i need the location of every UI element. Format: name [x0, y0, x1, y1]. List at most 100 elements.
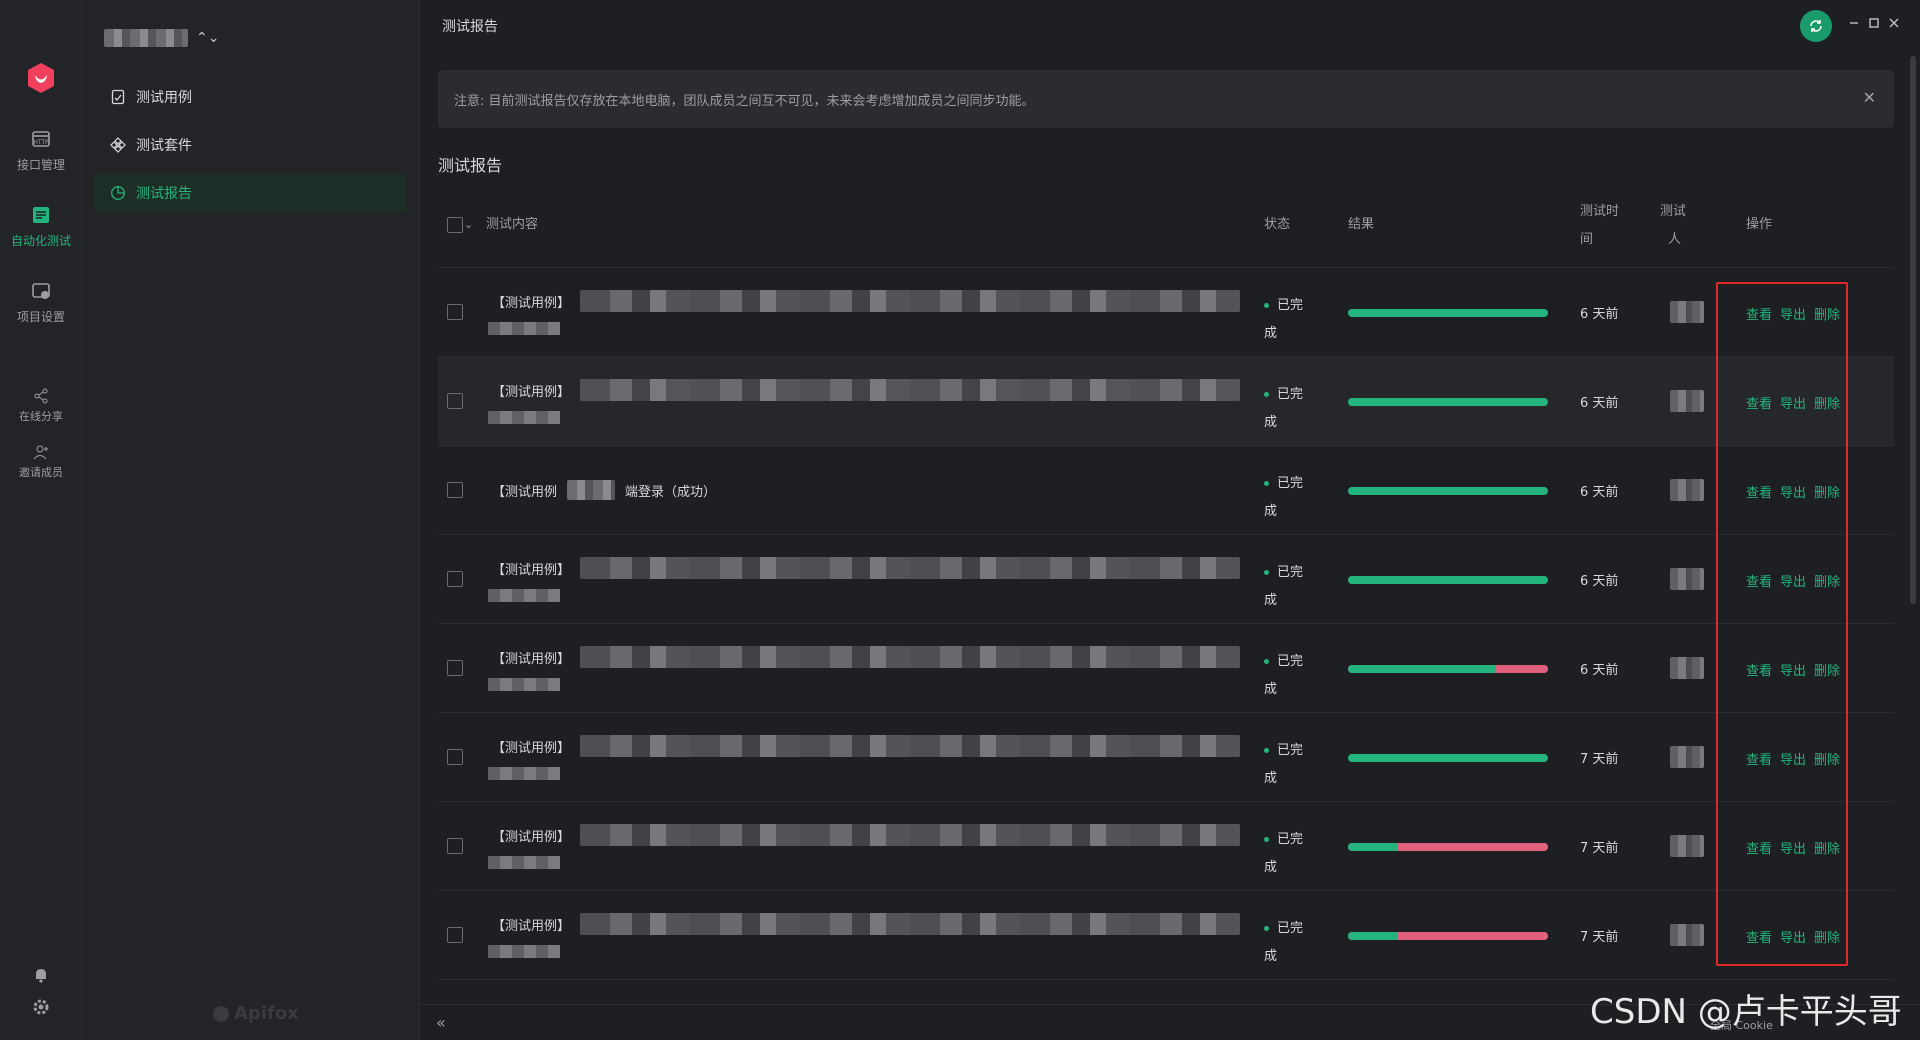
view-link[interactable]: 查看: [1746, 753, 1773, 768]
row-actions: 查看 导出 删除: [1746, 482, 1840, 501]
redacted-text: [567, 480, 616, 500]
table-row[interactable]: 【测试用例】 已完成 6 天前 查看 导出 删除: [438, 357, 1894, 446]
rail-item-api[interactable]: HTTP 接口管理: [0, 128, 82, 173]
view-link[interactable]: 查看: [1746, 575, 1773, 590]
row-checkbox[interactable]: [447, 927, 463, 943]
delete-link[interactable]: 删除: [1814, 486, 1841, 501]
table-row[interactable]: 【测试用例】 已完成 6 天前 查看 导出 删除: [438, 535, 1894, 624]
delete-link[interactable]: 删除: [1814, 931, 1841, 946]
export-link[interactable]: 导出: [1780, 842, 1807, 857]
header-content: 测试内容: [486, 217, 539, 232]
tester-avatar: [1670, 746, 1704, 768]
status-dot-icon: [1264, 926, 1269, 931]
export-link[interactable]: 导出: [1780, 931, 1807, 946]
table-row[interactable]: 【测试用例】 已完成 7 天前 查看 导出 删除: [438, 802, 1894, 891]
test-time: 7 天前: [1580, 752, 1619, 767]
table-row[interactable]: 【测试用例】 已完成 6 天前 查看 导出 删除: [438, 624, 1894, 713]
table-row[interactable]: 【测试用例】 已完成 6 天前 查看 导出 删除: [438, 268, 1894, 357]
case-name[interactable]: 【测试用例】: [492, 913, 1241, 935]
header-time-1: 测试时: [1580, 204, 1620, 219]
view-link[interactable]: 查看: [1746, 308, 1773, 323]
case-name[interactable]: 【测试用例】: [492, 290, 1241, 312]
delete-link[interactable]: 删除: [1814, 308, 1841, 323]
status-text-2: 成: [1264, 860, 1278, 875]
export-link[interactable]: 导出: [1780, 575, 1807, 590]
result-bar: [1348, 665, 1548, 673]
row-checkbox[interactable]: [447, 749, 463, 765]
apifox-logo-icon: [28, 63, 54, 93]
export-link[interactable]: 导出: [1780, 486, 1807, 501]
status-text-2: 成: [1264, 949, 1278, 964]
case-name[interactable]: 【测试用例】: [492, 646, 1241, 668]
project-name-redacted: [104, 29, 188, 47]
view-link[interactable]: 查看: [1746, 842, 1773, 857]
view-link[interactable]: 查看: [1746, 397, 1773, 412]
collapse-sidebar-button[interactable]: «: [436, 1013, 446, 1032]
rail-item-automation[interactable]: 自动化测试: [0, 204, 82, 249]
sidebar-item-suites[interactable]: 测试套件: [94, 126, 406, 164]
header-time-2: 间: [1580, 232, 1594, 247]
delete-link[interactable]: 删除: [1814, 575, 1841, 590]
project-switcher[interactable]: ⌃⌄: [104, 26, 219, 50]
global-cookie-button[interactable]: 全局 Cookie: [1710, 1019, 1773, 1032]
invite-icon: [33, 445, 48, 460]
test-time: 7 天前: [1580, 930, 1619, 945]
row-actions: 查看 导出 删除: [1746, 571, 1840, 590]
export-link[interactable]: 导出: [1780, 753, 1807, 768]
table-row[interactable]: 【测试用例 端登录（成功） 已完成 6 天前 查看 导出 删除: [438, 446, 1894, 535]
test-time: 6 天前: [1580, 663, 1619, 678]
row-checkbox[interactable]: [447, 571, 463, 587]
view-link[interactable]: 查看: [1746, 486, 1773, 501]
row-checkbox[interactable]: [447, 482, 463, 498]
export-link[interactable]: 导出: [1780, 664, 1807, 679]
table-row[interactable]: 【测试用例】 已完成 7 天前 查看 导出 删除: [438, 713, 1894, 802]
row-checkbox[interactable]: [447, 393, 463, 409]
maximize-button[interactable]: [1868, 14, 1880, 33]
case-name[interactable]: 【测试用例】: [492, 379, 1241, 401]
rail-item-share[interactable]: 在线分享: [0, 388, 82, 424]
view-link[interactable]: 查看: [1746, 931, 1773, 946]
case-name[interactable]: 【测试用例】: [492, 735, 1241, 757]
rail-item-settings[interactable]: 项目设置: [0, 280, 82, 325]
apifox-brand: Apifox: [212, 1003, 299, 1024]
status-badge: 已完成: [1264, 826, 1314, 882]
delete-link[interactable]: 删除: [1814, 664, 1841, 679]
sidebar-item-reports[interactable]: 测试报告: [94, 174, 406, 212]
notification-button[interactable]: [0, 966, 82, 988]
share-icon: [34, 388, 48, 404]
row-checkbox[interactable]: [447, 838, 463, 854]
result-bar: [1348, 398, 1548, 406]
case-name[interactable]: 【测试用例 端登录（成功）: [492, 480, 716, 500]
tester-avatar: [1670, 568, 1704, 590]
row-actions: 查看 导出 删除: [1746, 749, 1840, 768]
export-link[interactable]: 导出: [1780, 397, 1807, 412]
sidebar-item-testcases[interactable]: 测试用例: [94, 78, 406, 116]
tester-avatar: [1670, 924, 1704, 946]
row-checkbox[interactable]: [447, 660, 463, 676]
result-pass-segment: [1348, 398, 1548, 406]
view-link[interactable]: 查看: [1746, 664, 1773, 679]
notice-close-button[interactable]: ✕: [1862, 88, 1876, 107]
case-name[interactable]: 【测试用例】: [492, 557, 1241, 579]
table-header: ⌄ 测试内容 状态 结果 测试时 间 测试 人 操作: [438, 190, 1894, 268]
rail-item-invite[interactable]: 邀请成员: [0, 444, 82, 480]
gear-button[interactable]: [0, 998, 82, 1020]
minimize-button[interactable]: [1848, 14, 1860, 33]
case-name[interactable]: 【测试用例】: [492, 824, 1241, 846]
delete-link[interactable]: 删除: [1814, 753, 1841, 768]
delete-link[interactable]: 删除: [1814, 397, 1841, 412]
row-checkbox[interactable]: [447, 304, 463, 320]
sync-icon: [1810, 20, 1822, 32]
delete-link[interactable]: 删除: [1814, 842, 1841, 857]
table-row[interactable]: 【测试用例】 已完成 7 天前 查看 导出 删除: [438, 891, 1894, 980]
close-window-button[interactable]: [1888, 14, 1900, 33]
gear-icon: [33, 999, 49, 1015]
chevron-down-icon[interactable]: ⌄: [464, 218, 474, 231]
footer-bar: « 全局 Cookie: [420, 1004, 1920, 1040]
result-pass-segment: [1348, 843, 1398, 851]
case-label: 【测试用例】: [492, 829, 571, 845]
export-link[interactable]: 导出: [1780, 308, 1807, 323]
scrollbar[interactable]: [1910, 56, 1916, 604]
select-all-checkbox[interactable]: [447, 217, 463, 233]
sync-button[interactable]: [1800, 10, 1832, 42]
